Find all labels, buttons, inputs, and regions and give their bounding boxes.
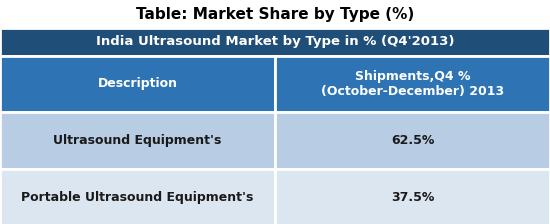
Text: Portable Ultrasound Equipment's: Portable Ultrasound Equipment's [21,191,254,204]
Bar [0,28,550,56]
Text: 37.5%: 37.5% [391,191,434,204]
Text: Table: Market Share by Type (%): Table: Market Share by Type (%) [136,7,414,22]
Bar [275,169,550,224]
Text: India Ultrasound Market by Type in % (Q4'2013): India Ultrasound Market by Type in % (Q4… [96,35,454,49]
Bar [275,112,550,169]
Text: Shipments,Q4 %
(October-December) 2013: Shipments,Q4 % (October-December) 2013 [321,70,504,98]
Text: Description: Description [97,78,178,90]
Bar [275,56,550,112]
Text: 62.5%: 62.5% [391,134,434,147]
Bar [0,112,275,169]
Bar [0,169,275,224]
Bar [0,56,275,112]
Text: Ultrasound Equipment's: Ultrasound Equipment's [53,134,222,147]
